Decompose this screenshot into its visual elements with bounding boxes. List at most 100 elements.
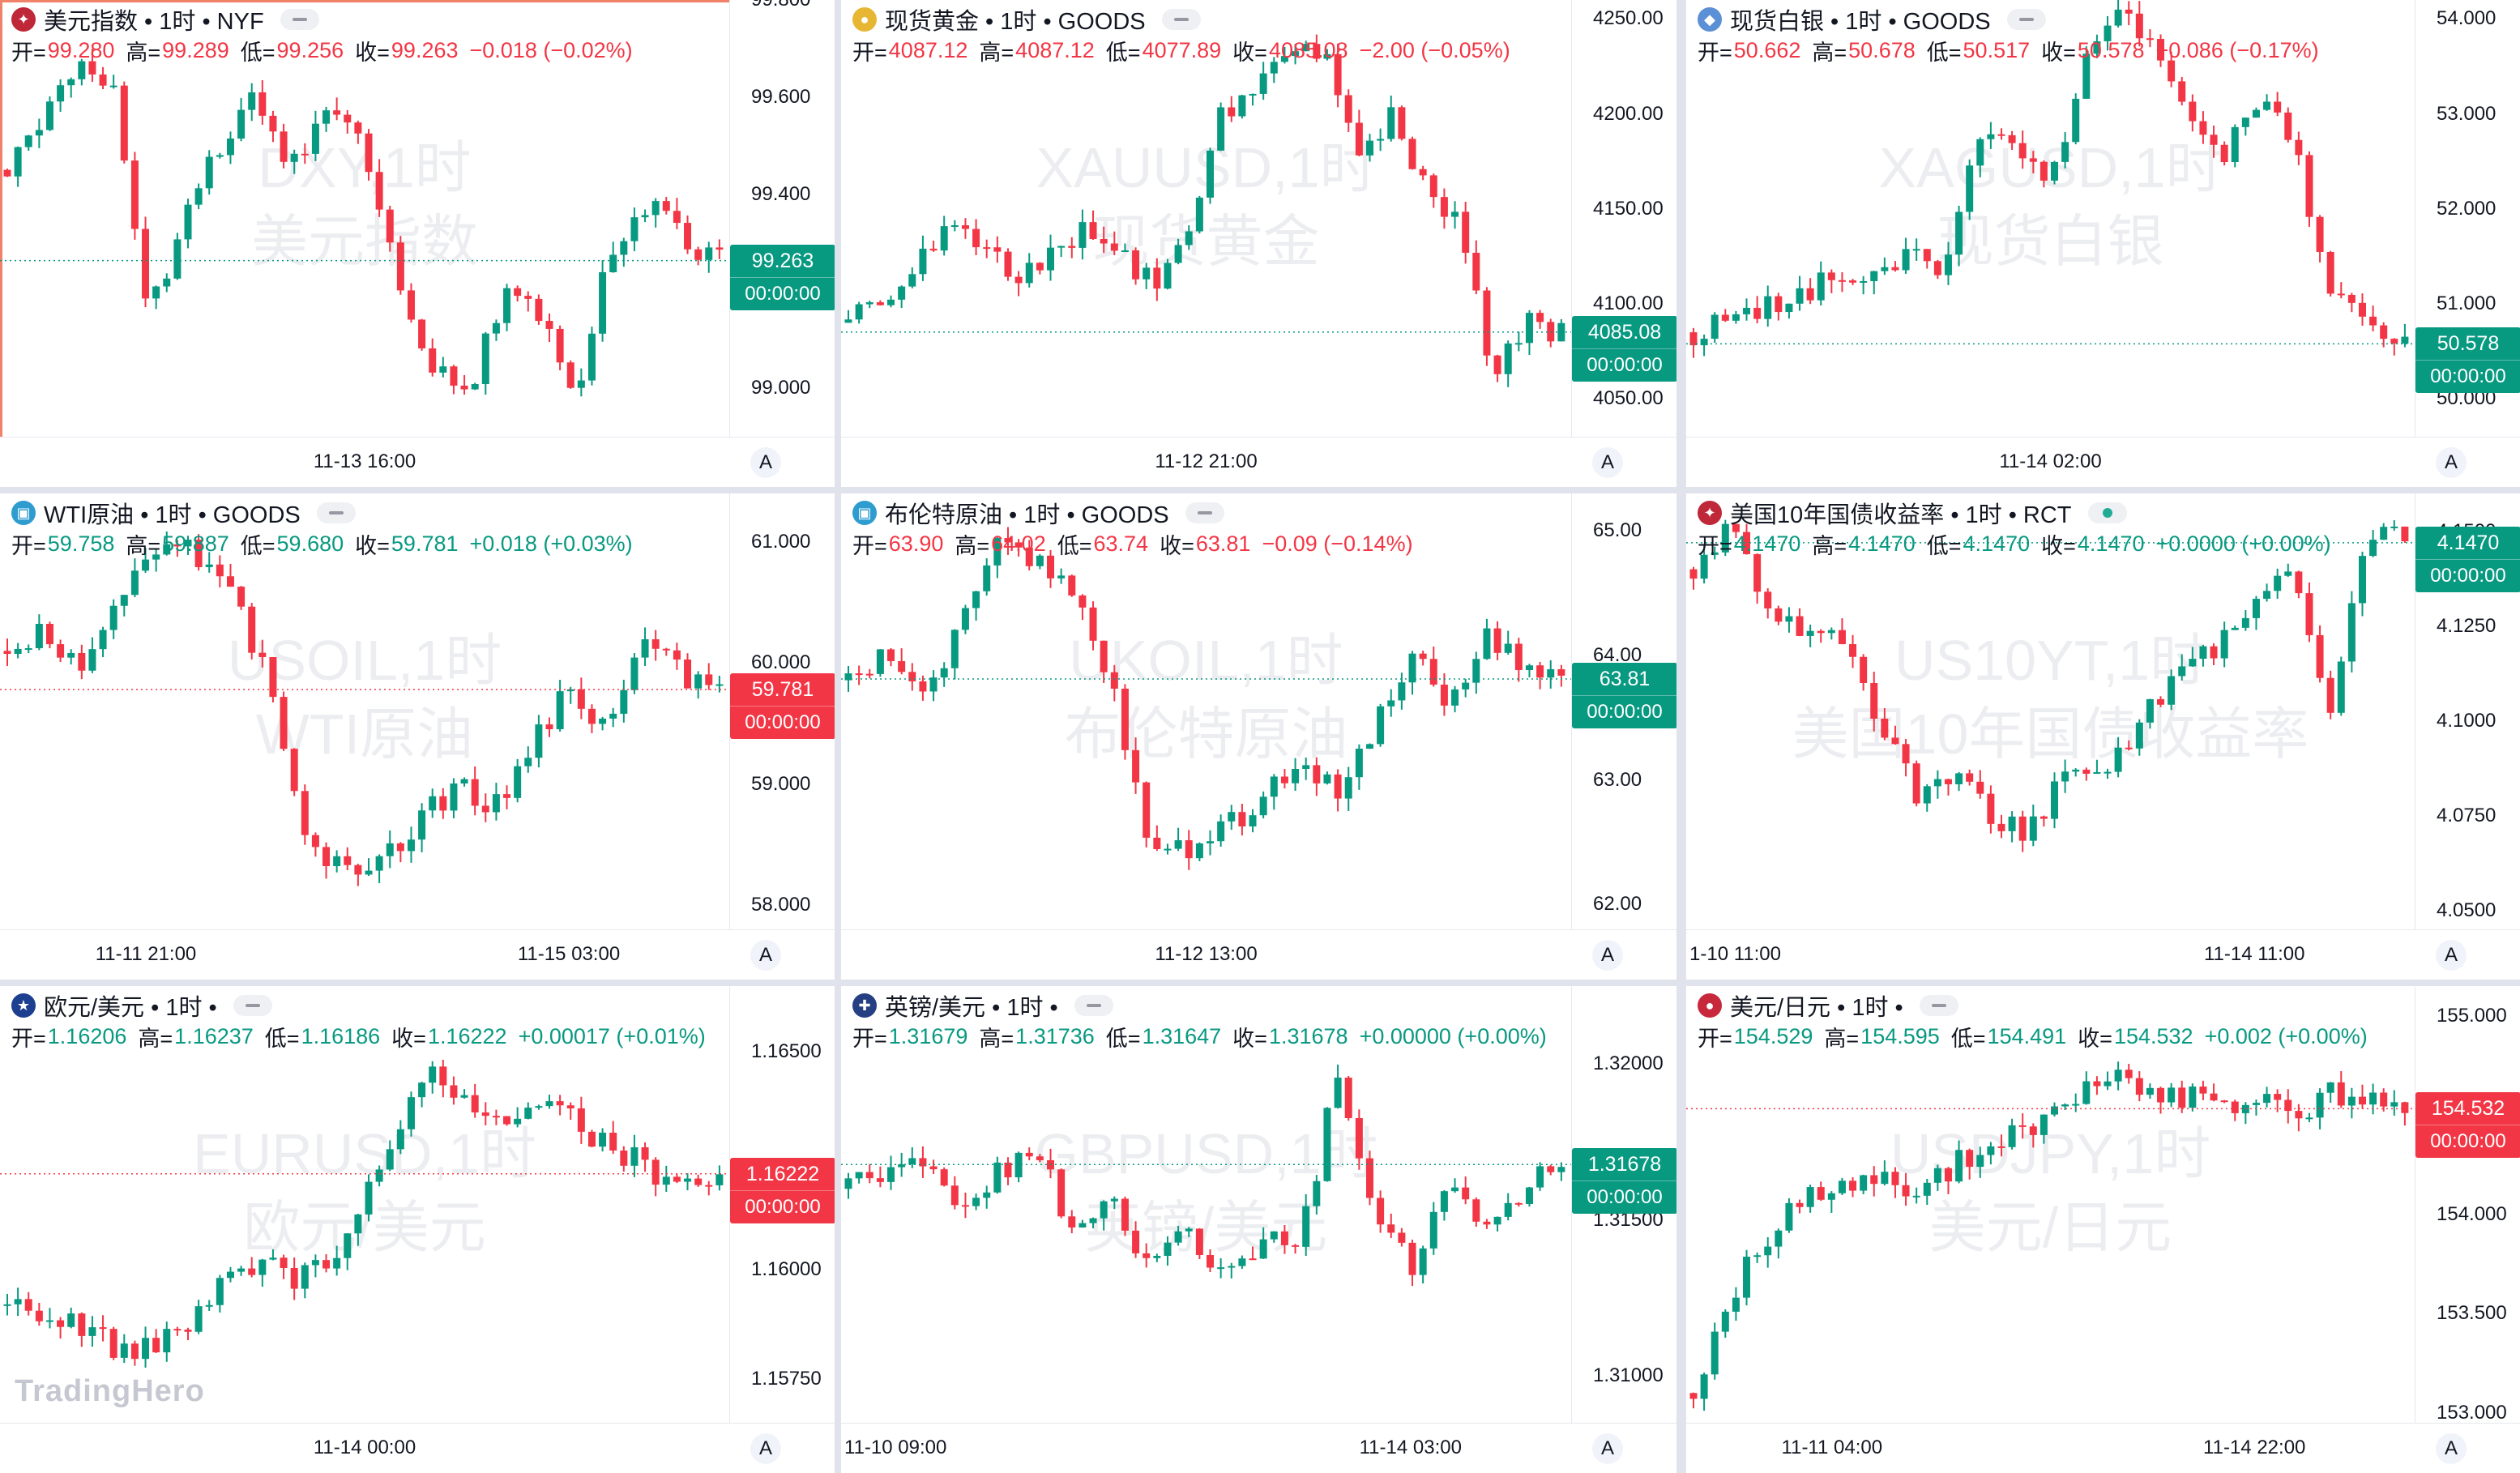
auto-scale-button[interactable]: A [1592, 1433, 1623, 1464]
time-axis[interactable]: 1-10 11:00 11-14 11:00 A [1686, 929, 2520, 980]
candle [322, 106, 331, 132]
chart-panel[interactable]: DXY,1时 美元指数 ✦ 美元指数 • 1时 • NYF 开= 99.280 高= 99.2… [0, 0, 835, 487]
price-axis[interactable]: 1.32000 1.31500 1.31000 1.31678 00:00:00 [1571, 986, 1676, 1423]
candle [1185, 830, 1193, 870]
chart-panel[interactable]: XAUUSD,1时 现货黄金 ● 现货黄金 • 1时 • GOODS 开= 4087.12… [841, 0, 1676, 487]
symbol-title[interactable]: WTI原油 • 1时 • GOODS [44, 502, 301, 528]
price-axis[interactable]: 155.000154.500154.000153.500153.000154.5… [2415, 986, 2520, 1424]
time-axis[interactable]: 11-11 21:00 11-15 03:00 A [0, 929, 835, 980]
candle [993, 236, 1002, 263]
candle [280, 1254, 288, 1279]
candle [1923, 783, 1931, 812]
market-status-pill[interactable] [233, 995, 272, 1016]
auto-scale-button[interactable]: A [2436, 940, 2467, 971]
candle [1504, 1193, 1512, 1221]
chart-panel[interactable]: USDJPY,1时 美元/日元 ● 美元/日元 • 1时 • 开= 154.529 高= 15… [1686, 986, 2520, 1473]
market-status-pill[interactable] [1074, 995, 1113, 1016]
price-tick: 60.000 [751, 651, 811, 674]
candle [1249, 93, 1257, 106]
symbol-title[interactable]: 布伦特原油 • 1时 • GOODS [885, 502, 1169, 528]
auto-scale-button[interactable]: A [1592, 940, 1623, 971]
auto-scale-button[interactable]: A [1592, 447, 1623, 478]
symbol-title[interactable]: 美国10年国债收益率 • 1时 • RCT [1730, 502, 2072, 528]
auto-scale-button[interactable]: A [750, 1433, 781, 1464]
time-axis[interactable]: 11-14 02:00 A [1686, 437, 2520, 487]
candle [694, 1174, 703, 1187]
chart-panel[interactable]: EURUSD,1时 欧元/美元 ★ 欧元/美元 • 1时 • 开= 1.16206 高= 1.… [0, 986, 835, 1473]
price-tick: 4.1000 [2437, 709, 2497, 732]
time-axis[interactable]: 11-11 04:00 11-14 22:00 A [1686, 1423, 2520, 1473]
symbol-title[interactable]: 美元指数 • 1时 • NYF [44, 9, 264, 35]
symbol-legend[interactable]: ▣ 布伦特原油 • 1时 • GOODS [852, 495, 1224, 531]
candle [1195, 842, 1203, 861]
time-axis[interactable]: 11-10 09:00 11-14 03:00 A [841, 1423, 1676, 1473]
time-axis[interactable]: 11-12 13:00 A [841, 929, 1676, 980]
candle [1817, 261, 1825, 305]
ohlc-value-c: 154.532 [2113, 1023, 2193, 1048]
symbol-legend[interactable]: ● 美元/日元 • 1时 • [1698, 988, 1958, 1023]
symbol-legend[interactable]: ✦ 美国10年国债收益率 • 1时 • RCT [1698, 495, 2127, 531]
price-axis[interactable]: 99.80099.60099.40099.20099.00099.26300:0… [729, 0, 835, 437]
auto-scale-button[interactable]: A [750, 447, 781, 478]
market-status-pill[interactable] [1185, 502, 1224, 523]
candle [1408, 1239, 1416, 1287]
candle [2093, 1076, 2101, 1095]
time-tick: 11-14 03:00 [1359, 1437, 1462, 1458]
candle [662, 197, 670, 215]
candle [2380, 523, 2388, 540]
symbol-legend[interactable]: ✚ 英镑/美元 • 1时 • [852, 988, 1113, 1023]
symbol-title[interactable]: 欧元/美元 • 1时 • [44, 995, 217, 1021]
symbol-title[interactable]: 美元/日元 • 1时 • [1730, 995, 1903, 1021]
candle [57, 639, 65, 663]
symbol-legend[interactable]: ✦ 美元指数 • 1时 • NYF [11, 2, 319, 37]
price-axis[interactable]: 65.00 64.00 63.00 62.00 63.81 00:00:00 [1571, 493, 1676, 929]
auto-scale-button[interactable]: A [750, 940, 781, 971]
market-status-pill[interactable] [2006, 9, 2046, 30]
candle [1377, 703, 1385, 747]
market-status-pill[interactable] [280, 9, 319, 30]
time-axis[interactable]: 11-14 00:00 A [0, 1423, 835, 1473]
time-axis[interactable]: 11-12 21:00 A [841, 437, 1676, 487]
symbol-legend[interactable]: ▣ WTI原油 • 1时 • GOODS [11, 495, 356, 531]
market-status-pill[interactable] [316, 502, 356, 523]
time-axis[interactable]: 11-13 16:00 A [0, 437, 835, 487]
candle [2347, 1087, 2356, 1119]
candle [1849, 1176, 1857, 1198]
candle [1547, 1164, 1555, 1176]
chart-panel[interactable]: UKOIL,1时 布伦特原油 ▣ 布伦特原油 • 1时 • GOODS 开= 63.90 高… [841, 493, 1676, 980]
candle [460, 374, 468, 395]
candle [673, 643, 681, 670]
chart-panel[interactable]: GBPUSD,1时 英镑/美元 ✚ 英镑/美元 • 1时 • 开= 1.31679 高= 1.… [841, 986, 1676, 1473]
candle [2146, 29, 2154, 48]
symbol-legend[interactable]: ★ 欧元/美元 • 1时 • [11, 988, 272, 1023]
candle [1377, 128, 1385, 152]
auto-scale-button[interactable]: A [2436, 447, 2467, 478]
candle [876, 300, 884, 306]
price-axis[interactable]: 4.15004.12504.10004.07504.05004.147000:0… [2415, 493, 2520, 929]
auto-scale-button[interactable]: A [2436, 1433, 2467, 1464]
market-status-pill[interactable] [1161, 9, 1201, 30]
price-axis[interactable]: 4250.00 4200.00 4150.00 4100.00 4050.00 4085.… [1571, 0, 1676, 437]
candle [2072, 93, 2080, 145]
candle [715, 239, 724, 259]
chart-panel[interactable]: XAGUSD,1时 现货白银 ◆ 现货白银 • 1时 • GOODS 开= 50.662 高… [1686, 0, 2520, 487]
symbol-title[interactable]: 现货白银 • 1时 • GOODS [1730, 9, 1991, 35]
market-status-pill[interactable] [1919, 995, 1958, 1016]
symbol-legend[interactable]: ◆ 现货白银 • 1时 • GOODS [1698, 2, 2046, 37]
price-axis[interactable]: 54.000 53.000 52.000 51.000 50.000 50.578 00:0… [2415, 0, 2520, 437]
symbol-legend[interactable]: ● 现货黄金 • 1时 • GOODS [852, 2, 1201, 37]
price-axis[interactable]: 61.000 60.000 59.000 58.000 59.781 00:00:00 [729, 493, 835, 929]
candle [1068, 574, 1076, 597]
candle [35, 614, 43, 651]
candle [609, 1121, 617, 1155]
candle [2337, 282, 2345, 299]
candle [2284, 563, 2292, 577]
ohlc-label-c: 收= [1232, 1026, 1267, 1051]
chart-panel[interactable]: USOIL,1时 WTI原油 ▣ WTI原油 • 1时 • GOODS 开= 59.758… [0, 493, 835, 980]
symbol-title[interactable]: 英镑/美元 • 1时 • [885, 995, 1058, 1021]
candle [684, 215, 692, 254]
chart-panel[interactable]: US10YT,1时 美国10年国债收益率 ✦ 美国10年国债收益率 • 1时 • RC… [1686, 493, 2520, 980]
price-axis[interactable]: 1.16500 1.16000 1.15750 1.16222 00:00:00 [729, 986, 835, 1423]
candle [2029, 805, 2037, 847]
symbol-title[interactable]: 现货黄金 • 1时 • GOODS [885, 9, 1146, 35]
